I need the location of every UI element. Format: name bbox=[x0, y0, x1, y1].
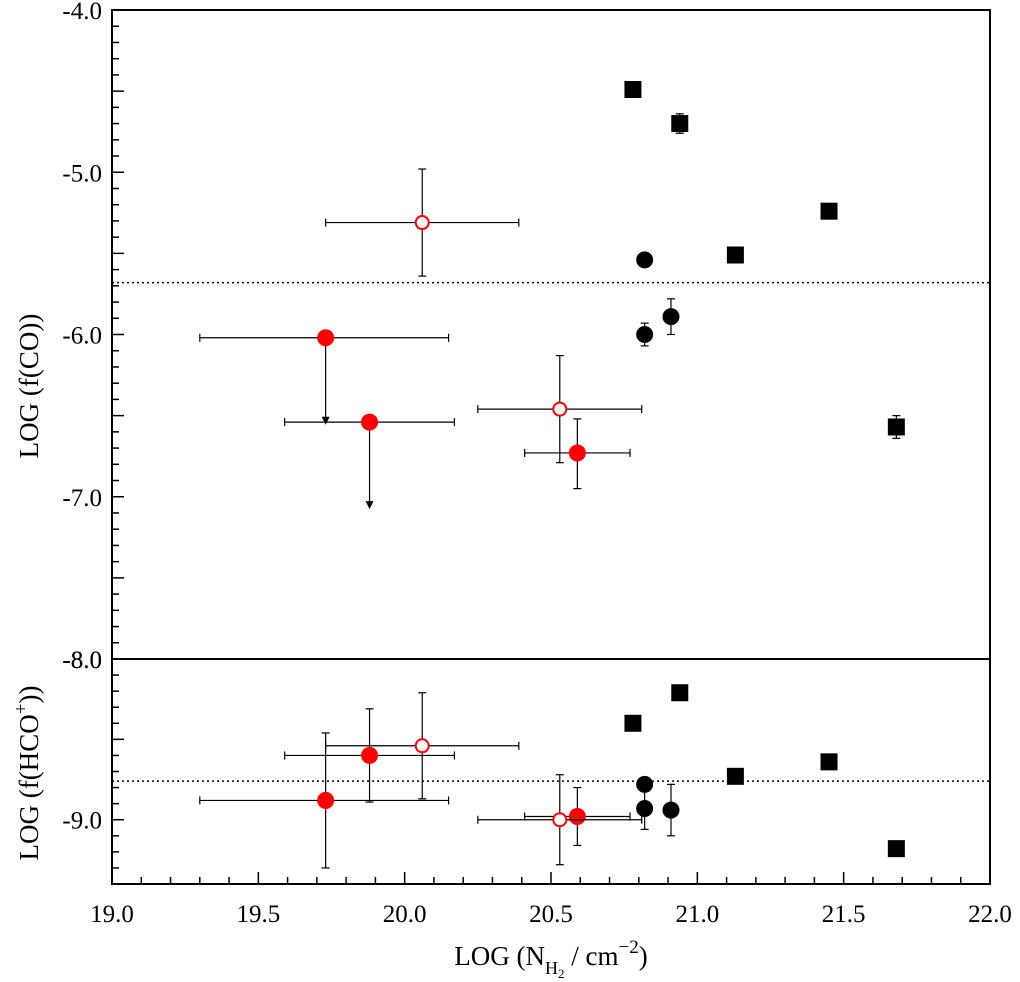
square-marker bbox=[671, 115, 689, 133]
x-tick-label: 22.0 bbox=[968, 901, 1012, 928]
data-point-co bbox=[887, 415, 905, 439]
data-point-co bbox=[624, 81, 642, 99]
circle-marker bbox=[636, 799, 654, 817]
circle-marker bbox=[662, 308, 680, 326]
circle-marker bbox=[636, 326, 654, 343]
circle-marker bbox=[414, 215, 430, 231]
circle-marker bbox=[568, 808, 586, 825]
x-title-pre: LOG (N bbox=[454, 941, 545, 971]
x-title-mid: / cm bbox=[565, 941, 619, 971]
y-title-hco-sup: + bbox=[11, 704, 32, 715]
circle-marker bbox=[552, 401, 568, 417]
x-tick-label: 21.0 bbox=[675, 901, 719, 928]
data-point-co bbox=[820, 202, 838, 220]
data-point-hco bbox=[199, 732, 450, 869]
upper-limit-arrow bbox=[365, 501, 374, 510]
data-point-co bbox=[636, 251, 654, 269]
circle-marker bbox=[568, 444, 586, 462]
x-title-sub1: H bbox=[545, 958, 558, 978]
circle-marker bbox=[317, 329, 335, 347]
axis-ticks bbox=[111, 9, 991, 885]
data-point-co bbox=[284, 413, 456, 510]
circle-marker bbox=[361, 413, 379, 431]
y-tick-label-co: -5.0 bbox=[62, 160, 102, 187]
square-marker bbox=[726, 767, 744, 785]
y-tick-label-co: -7.0 bbox=[62, 485, 102, 512]
square-marker bbox=[671, 684, 689, 702]
square-marker bbox=[887, 418, 905, 436]
square-marker bbox=[624, 714, 642, 732]
data-marks bbox=[199, 81, 905, 869]
y-axis-title-co: LOG (f(CO)) bbox=[14, 314, 44, 459]
x-tick-label: 20.0 bbox=[383, 901, 427, 928]
y-tick-label-hco: -9.0 bbox=[62, 808, 102, 835]
plot-frame bbox=[111, 9, 991, 885]
x-title-sup: −2 bbox=[619, 937, 639, 958]
data-point-co bbox=[325, 168, 520, 277]
data-point-hco bbox=[325, 692, 520, 800]
plot-border bbox=[111, 9, 991, 885]
circle-marker bbox=[552, 812, 568, 828]
x-title-sub2: 2 bbox=[558, 966, 565, 981]
circle-marker bbox=[662, 801, 680, 819]
data-point-co bbox=[662, 298, 680, 336]
data-point-hco bbox=[636, 786, 654, 830]
square-marker bbox=[887, 840, 905, 858]
tick-labels: 19.0 19.5 20.0 20.5 21.0 21.5 22.0 -4.0 -5.0 -6.0… bbox=[62, 0, 1011, 928]
data-point-hco bbox=[726, 767, 744, 785]
y-tick-label-hco: -8.0 bbox=[62, 647, 102, 674]
square-marker bbox=[820, 202, 838, 220]
circle-marker bbox=[636, 251, 654, 269]
data-point-hco bbox=[820, 753, 838, 771]
data-point-hco bbox=[671, 684, 689, 702]
upper-limit-arrow bbox=[321, 416, 330, 425]
circle-marker bbox=[414, 738, 430, 754]
y-tick-label-co: -4.0 bbox=[62, 0, 102, 25]
data-point-hco bbox=[624, 714, 642, 732]
data-point-hco bbox=[524, 786, 631, 847]
data-point-hco bbox=[477, 774, 643, 866]
x-tick-label: 20.5 bbox=[529, 901, 573, 928]
square-marker bbox=[726, 246, 744, 264]
data-point-hco bbox=[887, 840, 905, 858]
data-point-hco bbox=[284, 708, 456, 803]
x-tick-label: 21.5 bbox=[822, 901, 866, 928]
y-axis-title-hco: LOG (f(HCO+)) bbox=[11, 686, 44, 861]
x-axis-title: LOG (NH2 / cm−2) bbox=[454, 937, 647, 981]
data-point-co bbox=[671, 113, 689, 134]
x-tick-label: 19.5 bbox=[236, 901, 280, 928]
reference-lines bbox=[112, 281, 990, 782]
data-point-co bbox=[199, 329, 450, 425]
x-title-post: ) bbox=[639, 941, 648, 971]
y-title-hco-post: )) bbox=[14, 686, 44, 704]
data-point-co bbox=[726, 246, 744, 264]
square-marker bbox=[820, 753, 838, 771]
circle-marker bbox=[361, 746, 379, 764]
data-point-co bbox=[524, 418, 631, 490]
y-tick-label-co: -6.0 bbox=[62, 323, 102, 350]
square-marker bbox=[624, 81, 642, 99]
y-title-hco-pre: LOG (f(HCO bbox=[14, 714, 44, 860]
data-point-co bbox=[636, 322, 654, 347]
data-point-hco bbox=[662, 783, 680, 837]
data-point-co bbox=[477, 354, 643, 464]
y-tick-label-co: -8.0 bbox=[62, 647, 102, 674]
circle-marker bbox=[317, 791, 335, 809]
x-tick-label: 19.0 bbox=[90, 901, 134, 928]
